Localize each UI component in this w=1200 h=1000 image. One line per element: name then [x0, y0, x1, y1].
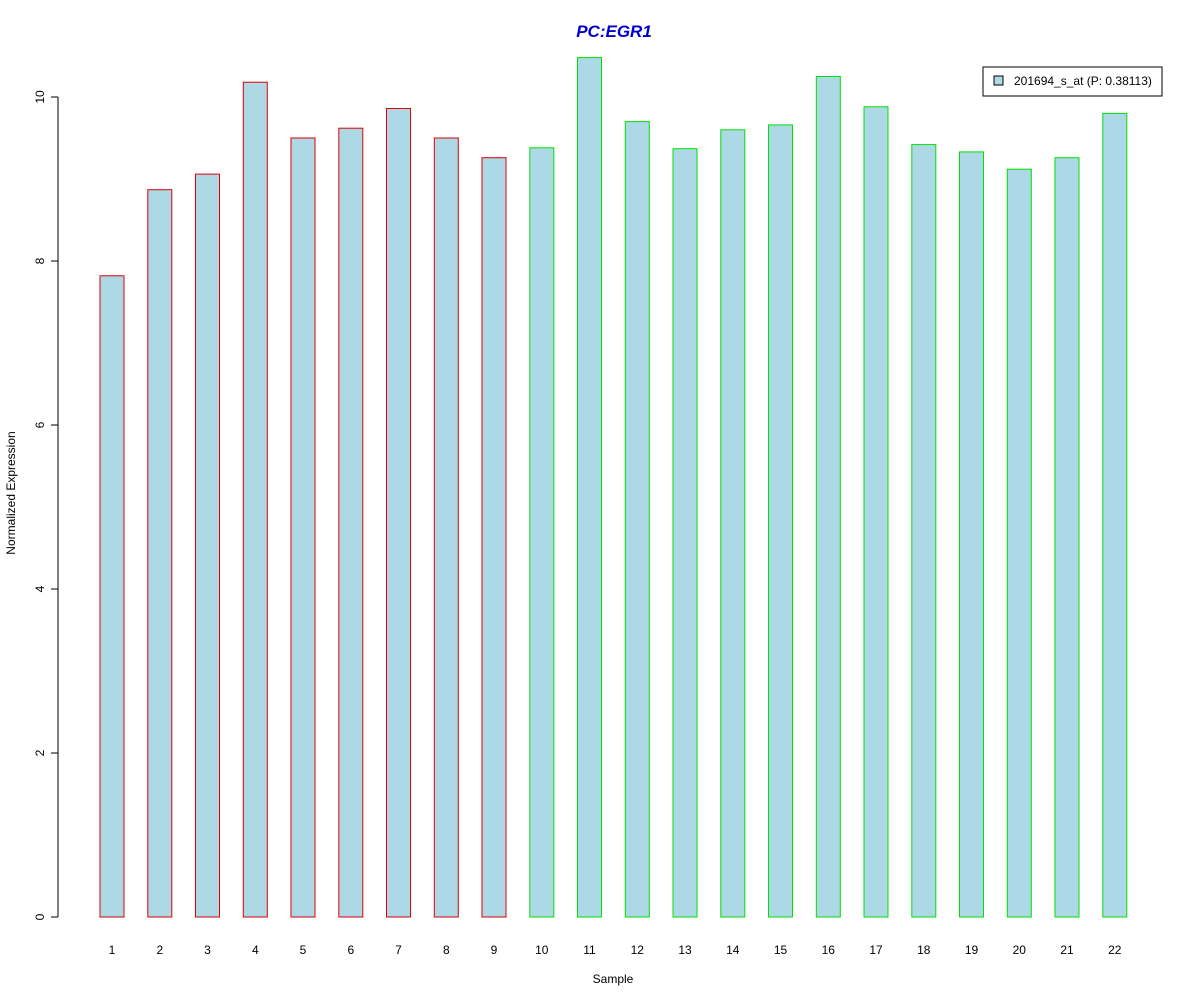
x-tick-label: 15 — [774, 943, 788, 957]
x-tick-label: 10 — [535, 943, 549, 957]
x-tick-label: 6 — [347, 943, 354, 957]
x-tick-label: 20 — [1013, 943, 1027, 957]
bar-sample-6 — [338, 127, 364, 918]
bars — [99, 57, 1128, 918]
x-tick-label: 17 — [869, 943, 883, 957]
bar-sample-8 — [433, 137, 459, 918]
x-tick-label: 21 — [1060, 943, 1074, 957]
bar-sample-17 — [863, 106, 889, 918]
bar-sample-7 — [386, 108, 411, 918]
legend-swatch — [993, 75, 1004, 86]
y-tick-label: 6 — [33, 421, 47, 428]
y-tick-label: 10 — [33, 90, 47, 104]
bar-sample-18 — [911, 144, 937, 918]
bar-sample-2 — [147, 189, 173, 918]
legend-label: 201694_s_at (P: 0.38113) — [1014, 74, 1152, 88]
legend: 201694_s_at (P: 0.38113) — [982, 66, 1163, 97]
y-tick-label: 8 — [33, 257, 47, 264]
bar-sample-13 — [672, 148, 698, 918]
x-tick-label: 13 — [678, 943, 692, 957]
bar-sample-22 — [1102, 112, 1128, 918]
x-tick-label: 22 — [1108, 943, 1122, 957]
x-tick-label: 1 — [109, 943, 116, 957]
x-tick-labels: 1 2 3 4 5 6 7 8 9 10 11 12 13 14 15 16 17 18 19 20 21 22 — [109, 943, 1122, 957]
y-tick-label: 2 — [33, 749, 47, 756]
bar-sample-19 — [959, 151, 984, 918]
y-tick-label: 4 — [33, 585, 47, 592]
bar-sample-5 — [290, 137, 316, 918]
bar-sample-4 — [242, 81, 268, 918]
bar-sample-14 — [720, 129, 746, 918]
y-tick-label: 0 — [33, 913, 47, 920]
bar-sample-20 — [1006, 168, 1032, 918]
x-tick-label: 9 — [491, 943, 498, 957]
bar-sample-15 — [768, 124, 793, 918]
y-axis-label: Normalized Expression — [4, 431, 18, 554]
bar-sample-16 — [815, 76, 841, 918]
x-tick-label: 8 — [443, 943, 450, 957]
x-axis-label: Sample — [593, 972, 634, 986]
bar-sample-21 — [1054, 157, 1080, 918]
bar-sample-10 — [529, 147, 555, 918]
y-axis: 0 2 4 6 8 10 — [33, 90, 59, 920]
x-tick-label: 4 — [252, 943, 259, 957]
x-tick-label: 7 — [395, 943, 402, 957]
x-tick-label: 18 — [917, 943, 931, 957]
x-tick-label: 3 — [204, 943, 211, 957]
bar-sample-1 — [99, 275, 125, 918]
x-tick-label: 11 — [583, 943, 596, 957]
x-tick-label: 12 — [631, 943, 645, 957]
x-tick-label: 19 — [965, 943, 979, 957]
legend-box — [982, 66, 1163, 97]
x-tick-label: 2 — [156, 943, 163, 957]
bar-sample-11 — [577, 57, 602, 918]
chart-title: PC:EGR1 — [576, 22, 652, 41]
bar-sample-9 — [481, 157, 507, 918]
x-tick-label: 5 — [300, 943, 307, 957]
x-tick-label: 16 — [822, 943, 836, 957]
x-tick-label: 14 — [726, 943, 740, 957]
bar-sample-3 — [195, 173, 220, 918]
bar-sample-12 — [624, 121, 650, 918]
